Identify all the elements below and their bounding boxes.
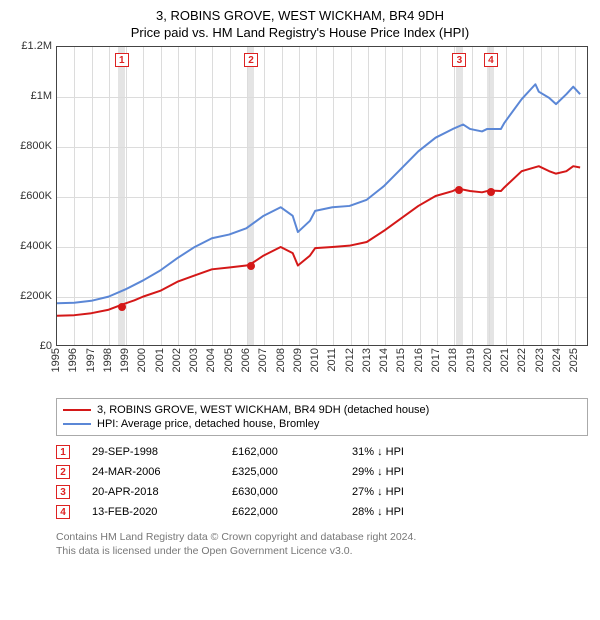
x-tick-label: 1998 [102,348,114,372]
legend-item: HPI: Average price, detached house, Brom… [63,417,581,431]
y-axis: £0£200K£400K£600K£800K£1M£1.2M [12,46,56,346]
x-tick-label: 2025 [568,348,580,372]
x-tick-label: 2012 [344,348,356,372]
x-tick-label: 1999 [119,348,131,372]
event-marker: 1 [115,53,129,67]
event-number: 3 [56,485,70,499]
x-tick-label: 2013 [361,348,373,372]
series-price_paid [57,166,580,315]
x-tick-label: 2005 [223,348,235,372]
event-price: £630,000 [232,486,352,498]
x-tick-label: 2015 [395,348,407,372]
event-row: 3 20-APR-2018£630,00027% ↓ HPI [56,482,588,502]
x-axis: 1995199619971998199920002001200220032004… [56,346,588,396]
event-price: £162,000 [232,446,352,458]
x-tick-label: 2000 [136,348,148,372]
y-tick-label: £400K [20,240,52,252]
y-tick-label: £1M [31,90,52,102]
x-tick-label: 2024 [551,348,563,372]
chart-area: £0£200K£400K£600K£800K£1M£1.2M 1234 1995… [12,46,588,396]
legend-swatch [63,409,91,411]
event-row: 1 29-SEP-1998£162,00031% ↓ HPI [56,442,588,462]
x-tick-label: 2014 [378,348,390,372]
x-tick-label: 2017 [430,348,442,372]
x-tick-label: 2021 [499,348,511,372]
y-tick-label: £200K [20,290,52,302]
event-price: £325,000 [232,466,352,478]
event-row: 2 24-MAR-2006£325,00029% ↓ HPI [56,462,588,482]
x-tick-label: 1996 [67,348,79,372]
x-tick-label: 2019 [465,348,477,372]
footer-attribution: Contains HM Land Registry data © Crown c… [56,530,588,558]
legend-label: 3, ROBINS GROVE, WEST WICKHAM, BR4 9DH (… [97,404,429,416]
sale-dot [118,303,126,311]
x-tick-label: 2009 [292,348,304,372]
event-marker: 4 [484,53,498,67]
legend: 3, ROBINS GROVE, WEST WICKHAM, BR4 9DH (… [56,398,588,436]
x-tick-label: 2010 [309,348,321,372]
x-tick-label: 2003 [188,348,200,372]
y-tick-label: £800K [20,140,52,152]
line-svg [57,47,587,345]
x-tick-label: 2016 [413,348,425,372]
event-date: 20-APR-2018 [92,486,232,498]
x-tick-label: 1997 [85,348,97,372]
x-tick-label: 2008 [275,348,287,372]
event-delta: 28% ↓ HPI [352,506,404,518]
event-marker: 2 [244,53,258,67]
sale-dot [455,186,463,194]
legend-item: 3, ROBINS GROVE, WEST WICKHAM, BR4 9DH (… [63,403,581,417]
event-row: 4 13-FEB-2020£622,00028% ↓ HPI [56,502,588,522]
x-tick-label: 2022 [516,348,528,372]
series-hpi [57,84,580,303]
x-tick-label: 1995 [50,348,62,372]
event-date: 24-MAR-2006 [92,466,232,478]
chart-title-line2: Price paid vs. HM Land Registry's House … [12,25,588,40]
event-number: 4 [56,505,70,519]
x-tick-label: 2004 [205,348,217,372]
event-date: 29-SEP-1998 [92,446,232,458]
footer-line2: This data is licensed under the Open Gov… [56,544,588,558]
event-marker: 3 [452,53,466,67]
x-tick-label: 2023 [534,348,546,372]
event-number: 1 [56,445,70,459]
event-delta: 29% ↓ HPI [352,466,404,478]
event-delta: 27% ↓ HPI [352,486,404,498]
plot-area: 1 2 3 4 [56,46,588,346]
x-tick-label: 2002 [171,348,183,372]
x-tick-label: 2006 [240,348,252,372]
event-price: £622,000 [232,506,352,518]
events-table: 1 29-SEP-1998£162,00031% ↓ HPI 2 24-MAR-200… [56,442,588,522]
legend-label: HPI: Average price, detached house, Brom… [97,418,319,430]
x-tick-label: 2011 [326,348,338,372]
footer-line1: Contains HM Land Registry data © Crown c… [56,530,588,544]
x-tick-label: 2001 [154,348,166,372]
y-tick-label: £600K [20,190,52,202]
chart-title-line1: 3, ROBINS GROVE, WEST WICKHAM, BR4 9DH [12,8,588,23]
event-date: 13-FEB-2020 [92,506,232,518]
legend-swatch [63,423,91,425]
x-tick-label: 2007 [257,348,269,372]
sale-dot [247,262,255,270]
event-number: 2 [56,465,70,479]
y-tick-label: £1.2M [21,40,52,52]
sale-dot [487,188,495,196]
x-tick-label: 2018 [447,348,459,372]
x-tick-label: 2020 [482,348,494,372]
event-delta: 31% ↓ HPI [352,446,404,458]
